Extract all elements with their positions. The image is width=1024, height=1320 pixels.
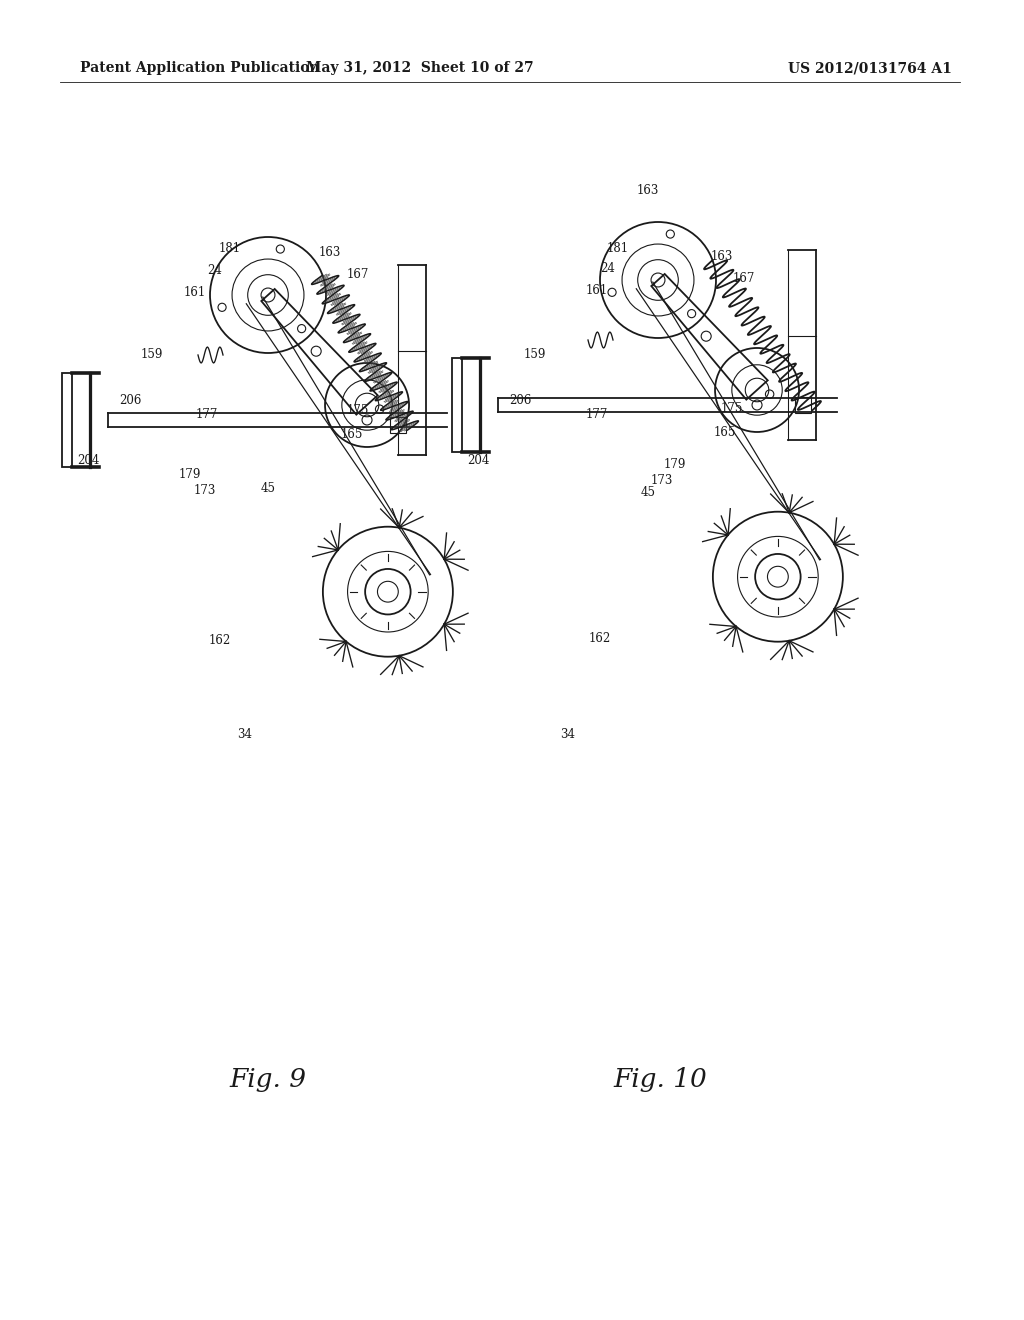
Text: 34: 34 [560, 729, 575, 742]
Text: Fig. 9: Fig. 9 [229, 1068, 306, 1093]
Bar [795, 397, 811, 413]
Bar [452, 358, 462, 451]
Text: 24: 24 [208, 264, 222, 276]
Text: 181: 181 [607, 242, 629, 255]
Text: 177: 177 [196, 408, 218, 421]
Text: 162: 162 [209, 634, 231, 647]
Text: 177: 177 [586, 408, 608, 421]
Text: 167: 167 [347, 268, 370, 281]
Text: May 31, 2012  Sheet 10 of 27: May 31, 2012 Sheet 10 of 27 [306, 61, 534, 75]
Text: 165: 165 [341, 429, 364, 441]
Text: 34: 34 [238, 729, 253, 742]
Text: 161: 161 [586, 284, 608, 297]
Text: 45: 45 [260, 482, 275, 495]
Text: 179: 179 [664, 458, 686, 471]
Text: 162: 162 [589, 631, 611, 644]
Text: Patent Application Publication: Patent Application Publication [80, 61, 319, 75]
Text: 179: 179 [179, 469, 201, 482]
Text: 159: 159 [141, 348, 163, 362]
Text: 173: 173 [194, 483, 216, 496]
Text: 204: 204 [467, 454, 489, 466]
Text: 181: 181 [219, 242, 241, 255]
Text: 175: 175 [721, 401, 743, 414]
Text: 165: 165 [714, 425, 736, 438]
Text: 206: 206 [509, 393, 531, 407]
Text: 163: 163 [318, 246, 341, 259]
Text: 204: 204 [77, 454, 99, 466]
Text: 173: 173 [651, 474, 673, 487]
Text: 163: 163 [711, 251, 733, 264]
Text: 159: 159 [524, 348, 546, 362]
Text: 175: 175 [347, 404, 370, 417]
Text: US 2012/0131764 A1: US 2012/0131764 A1 [788, 61, 952, 75]
Bar [389, 417, 406, 433]
Text: 24: 24 [600, 261, 615, 275]
Text: 45: 45 [640, 486, 655, 499]
Text: 163: 163 [637, 183, 659, 197]
Text: Fig. 10: Fig. 10 [613, 1068, 707, 1093]
Text: 206: 206 [119, 393, 141, 407]
Text: 167: 167 [733, 272, 755, 285]
Bar [62, 374, 72, 467]
Text: 161: 161 [184, 286, 206, 300]
